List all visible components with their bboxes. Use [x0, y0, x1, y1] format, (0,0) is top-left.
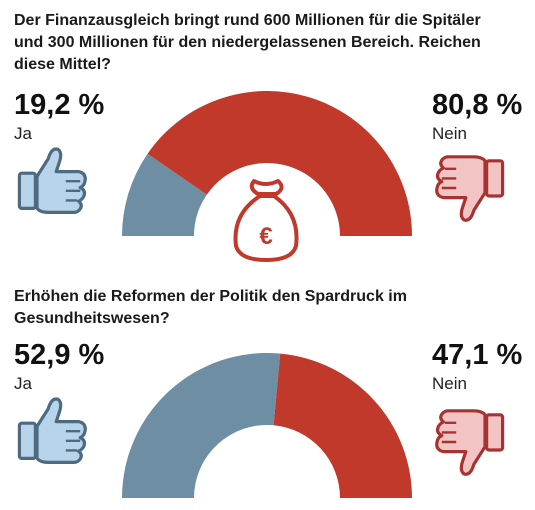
thumbs-up-icon — [17, 397, 87, 464]
yes-label: Ja — [14, 374, 32, 393]
poll-spardruck: Erhöhen die Reformen der Politik den Spa… — [0, 280, 535, 510]
yes-percentage: 19,2 % — [14, 89, 105, 121]
yes-label: Ja — [14, 124, 32, 143]
euro-money-bag-icon: € — [233, 179, 299, 262]
gauge-segment-nein — [147, 90, 412, 236]
poll-finanzausgleich: Der Finanzausgleich bringt rund 600 Mill… — [14, 12, 523, 262]
no-label: Nein — [432, 374, 467, 393]
gauge-segment-ja — [122, 153, 207, 236]
no-percentage: 80,8 % — [432, 89, 523, 121]
poll-question: Der Finanzausgleich bringt rund 600 Mill… — [14, 12, 481, 73]
thumbs-up-icon — [17, 147, 87, 214]
gauge-segment-nein — [273, 353, 412, 498]
no-label: Nein — [432, 124, 467, 143]
gauge-chart: € — [122, 90, 412, 262]
poll-question: Erhöhen die Reformen der Politik den Spa… — [14, 288, 407, 327]
thumbs-down-icon — [435, 155, 505, 222]
yes-percentage: 52,9 % — [14, 339, 105, 371]
gauge-chart — [122, 353, 412, 498]
gauge-segment-ja — [122, 353, 281, 498]
svg-text:€: € — [259, 223, 272, 250]
no-percentage: 47,1 % — [432, 339, 523, 371]
thumbs-down-icon — [435, 409, 505, 476]
